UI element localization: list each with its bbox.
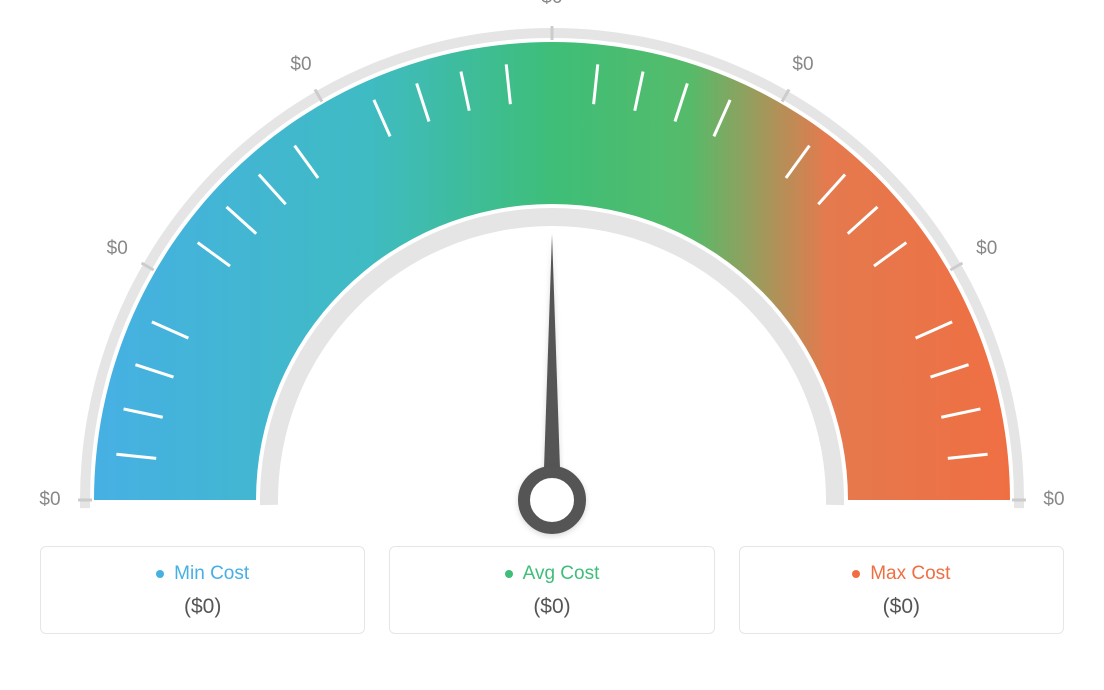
legend-dot-avg [505,570,513,578]
legend-text-max: Max Cost [870,563,950,585]
legend-dot-max [852,570,860,578]
legend-value-max: ($0) [752,595,1051,619]
gauge-tick-label: $0 [1043,489,1064,511]
gauge-tick-label: $0 [290,54,311,76]
legend-label-max: Max Cost [852,563,950,585]
legend-value-min: ($0) [53,595,352,619]
gauge-svg [0,0,1104,560]
legend-label-min: Min Cost [156,563,249,585]
gauge-tick-label: $0 [976,238,997,260]
gauge-tick-label: $0 [792,54,813,76]
legend-dot-min [156,570,164,578]
gauge-tick-label: $0 [107,238,128,260]
cost-gauge-container: $0 $0 $0 $0 $0 $0 $0 Min Cost ($0) Avg Cost ($… [0,0,1104,690]
legend-label-avg: Avg Cost [505,563,600,585]
gauge-tick-label: $0 [39,489,60,511]
gauge-chart: $0 $0 $0 $0 $0 $0 $0 [0,0,1104,540]
legend-text-avg: Avg Cost [523,563,600,585]
legend-text-min: Min Cost [174,563,249,585]
gauge-tick-label: $0 [541,0,562,9]
legend-value-avg: ($0) [402,595,701,619]
